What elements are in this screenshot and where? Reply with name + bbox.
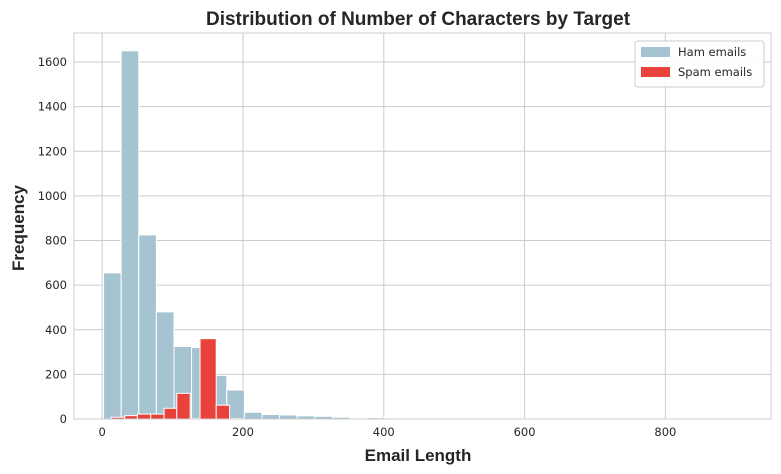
histogram-bar [138, 234, 157, 420]
y-tick-label: 400 [45, 323, 67, 337]
x-tick-label: 0 [98, 425, 105, 439]
histogram-bar [103, 272, 122, 420]
histogram-bar [176, 392, 191, 420]
histogram-bar [136, 413, 152, 420]
histogram-bar [279, 414, 298, 420]
plot-frame [73, 32, 772, 420]
histogram-bar [150, 413, 165, 420]
y-tick-label: 800 [45, 234, 67, 248]
y-tick-label: 1600 [38, 55, 67, 69]
y-axis-label: Frequency [9, 184, 28, 271]
gridlines [74, 33, 771, 420]
legend-swatch [641, 47, 670, 57]
legend-swatch [641, 67, 670, 77]
y-tick-label: 1200 [38, 144, 67, 158]
y-tick-label: 0 [60, 412, 67, 426]
histogram-bar [261, 414, 281, 420]
x-tick-label: 800 [654, 425, 676, 439]
y-tick-label: 1000 [38, 189, 67, 203]
x-axis-label: Email Length [365, 446, 472, 465]
histogram-bar [124, 415, 138, 420]
legend-entry-label: Ham emails [678, 45, 746, 59]
histogram-bar [215, 404, 231, 420]
x-tick-label: 600 [514, 425, 536, 439]
tick-labels: 0 200 400 600 800 0 200 400 600 800 1000 1200 1400 16… [38, 55, 677, 439]
y-tick-label: 600 [45, 278, 67, 292]
y-tick-label: 1400 [38, 100, 67, 114]
histogram-bar [120, 50, 140, 420]
series-spam [110, 338, 244, 420]
x-tick-label: 400 [373, 425, 395, 439]
histogram-bar [243, 411, 263, 420]
legend: Ham emails Spam emails [634, 40, 765, 88]
y-tick-label: 200 [45, 367, 67, 381]
x-tick-label: 200 [232, 425, 254, 439]
histogram-bar [155, 311, 175, 420]
legend-entry-label: Spam emails [678, 65, 752, 79]
histogram-bar [199, 338, 217, 420]
chart-title: Distribution of Number of Characters by … [206, 9, 631, 30]
histogram-bar [163, 407, 178, 420]
